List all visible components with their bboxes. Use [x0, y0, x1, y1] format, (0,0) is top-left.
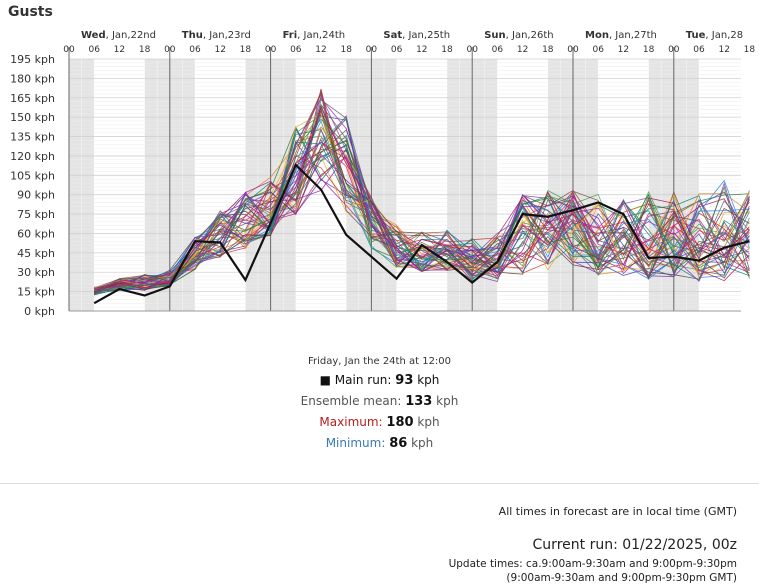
x-hour-label: 06: [592, 45, 604, 55]
ensemble-member-line: [94, 105, 750, 294]
ensemble-member-line: [94, 91, 750, 292]
update-times-line2: (9:00am-9:30am and 9:00pm-9:30pm GMT): [506, 572, 737, 584]
y-tick-label: 120 kph: [10, 150, 55, 163]
x-axis: 00 06 12 18 00 06 12 18 00 06 12 18 00 06 12 18 00 06 12 18…: [63, 30, 756, 55]
x-day-label: Thu, Jan,23rd: [182, 30, 251, 41]
main-run-label: Main run:: [334, 373, 392, 387]
x-hour-label: 06: [492, 45, 504, 55]
x-hour-label: 18: [240, 45, 252, 55]
x-hour-label: 06: [189, 45, 201, 55]
x-day-label: Sun, Jan,26th: [484, 30, 553, 41]
y-tick-label: 90 kph: [17, 189, 55, 202]
x-hour-label: 18: [643, 45, 655, 55]
min-label: Minimum:: [325, 436, 386, 450]
grid-lines: [68, 47, 741, 312]
x-hour-label: 00: [668, 45, 680, 55]
ensemble-member-line: [94, 129, 750, 296]
y-tick-label: 30 kph: [17, 266, 55, 279]
y-tick-label: 180 kph: [10, 72, 55, 85]
x-day-label: Mon, Jan,27th: [585, 30, 657, 41]
ensemble-member-line: [94, 126, 750, 294]
x-hour-label: 12: [315, 45, 326, 55]
main-run-marker: ■: [319, 373, 331, 387]
x-hour-label: 06: [693, 45, 705, 55]
y-tick-label: 165 kph: [10, 92, 55, 105]
tooltip-maximum: Maximum: 180 kph: [0, 415, 759, 430]
ensemble-member-line: [94, 141, 750, 294]
y-tick-label: 45 kph: [17, 247, 55, 260]
main-run-series: [93, 163, 750, 305]
x-hour-label: 00: [466, 45, 478, 55]
main-run-line: [93, 163, 750, 305]
footer-divider: [0, 483, 759, 484]
x-hour-label: 00: [265, 45, 277, 55]
x-hour-label: 18: [139, 45, 151, 55]
x-hour-label: 18: [542, 45, 554, 55]
y-tick-label: 195 kph: [10, 53, 55, 66]
x-hour-label: 18: [340, 45, 352, 55]
tooltip-ensemble-mean: Ensemble mean: 133 kph: [0, 394, 759, 409]
x-hour-label: 00: [63, 45, 75, 55]
mean-unit: kph: [436, 394, 459, 408]
y-tick-label: 15 kph: [17, 286, 55, 299]
y-tick-label: 60 kph: [17, 227, 55, 240]
y-tick-label: 105 kph: [10, 169, 55, 182]
x-hour-label: 12: [618, 45, 629, 55]
x-hour-label: 00: [366, 45, 378, 55]
x-hour-label: 12: [416, 45, 427, 55]
x-day-label: Sat, Jan,25th: [383, 30, 450, 41]
x-day-label: Fri, Jan,24th: [283, 30, 346, 41]
min-unit: kph: [411, 436, 434, 450]
mean-label: Ensemble mean:: [300, 394, 402, 408]
chart-tooltip: Friday, Jan the 24th at 12:00 ■ Main run…: [0, 356, 759, 451]
ensemble-member-line: [94, 112, 750, 289]
x-hour-label: 12: [214, 45, 225, 55]
x-hour-label: 12: [517, 45, 528, 55]
ensemble-member-line: [94, 97, 750, 291]
mean-value: 133: [405, 394, 433, 409]
current-run: Current run: 01/22/2025, 00z: [532, 537, 737, 553]
timezone-note: All times in forecast are in local time …: [498, 505, 737, 518]
ensemble-member-line: [94, 138, 750, 295]
y-tick-label: 150 kph: [10, 111, 55, 124]
y-tick-label: 0 kph: [24, 305, 55, 318]
y-axis: 195 kph 180 kph 165 kph 150 kph 135 kph 120 k…: [10, 53, 55, 318]
x-day-label: Tue, Jan,28: [686, 30, 743, 41]
main-run-unit: kph: [417, 373, 440, 387]
chart-title: Gusts: [8, 4, 53, 20]
update-times: Update times: ca.9:00am-9:30am and 9:00p…: [449, 557, 737, 585]
x-hour-label: 18: [744, 45, 756, 55]
ensemble-member-line: [94, 144, 750, 289]
x-hour-label: 06: [88, 45, 100, 55]
tooltip-main-run: ■ Main run: 93 kph: [0, 373, 759, 388]
min-value: 86: [389, 436, 408, 451]
x-hour-label: 12: [718, 45, 729, 55]
x-hour-label: 06: [290, 45, 302, 55]
tooltip-date: Friday, Jan the 24th at 12:00: [307, 356, 452, 367]
main-run-value: 93: [395, 373, 414, 388]
max-value: 180: [386, 415, 414, 430]
x-hour-label: 06: [391, 45, 403, 55]
y-tick-label: 135 kph: [10, 131, 55, 144]
x-day-label: Wed, Jan,22nd: [81, 30, 156, 41]
ensemble-member-line: [93, 118, 750, 295]
y-tick-label: 75 kph: [17, 208, 55, 221]
max-label: Maximum:: [319, 415, 383, 429]
tooltip-minimum: Minimum: 86 kph: [0, 436, 759, 451]
max-unit: kph: [417, 415, 440, 429]
update-times-line1: Update times: ca.9:00am-9:30am and 9:00p…: [448, 558, 737, 570]
x-hour-label: 00: [164, 45, 176, 55]
x-hour-label: 12: [114, 45, 125, 55]
ensemble-member-line: [94, 140, 750, 293]
x-hour-label: 00: [567, 45, 579, 55]
x-hour-label: 18: [441, 45, 453, 55]
